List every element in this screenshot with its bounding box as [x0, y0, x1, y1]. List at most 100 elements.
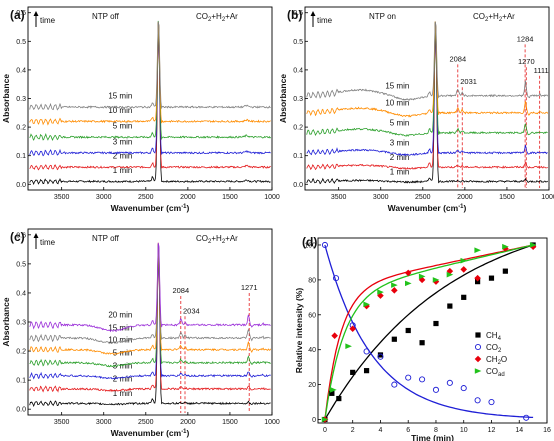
data-point-triangle — [418, 273, 426, 280]
data-point-square — [405, 327, 411, 334]
data-point-triangle — [321, 416, 329, 423]
spectrum-trace — [29, 22, 271, 157]
panel-label: (b) — [287, 8, 302, 22]
panel-c: 3500 3000 2500 2000 1500 1000 0.0 0.1 0.2 0.3 0.4 0… — [1, 228, 280, 438]
y-tick-label: 0.4 — [293, 67, 303, 74]
x-tick-label: 3500 — [54, 419, 70, 426]
spectrum-trace — [29, 243, 271, 368]
x-tick-label: 2000 — [457, 194, 473, 201]
y-tick-label: 20 — [308, 382, 316, 389]
spectrum-trace — [29, 242, 271, 333]
data-point-square — [488, 275, 495, 281]
data-point-square — [363, 368, 370, 374]
data-point-square — [475, 279, 481, 285]
peak-label: 2084 — [172, 286, 189, 295]
spectrum-trace — [29, 243, 271, 393]
time-arrow-label: time — [40, 238, 56, 247]
data-point-square — [391, 336, 397, 342]
plot-frame — [27, 228, 273, 416]
data-point-square — [350, 369, 356, 375]
y-axis-label: Relative intensity (%) — [294, 288, 304, 374]
time-arrow-label: time — [40, 16, 56, 25]
peak-label: 1271 — [241, 283, 258, 292]
x-tick-label: 2000 — [180, 419, 196, 426]
data-point-triangle — [377, 289, 384, 295]
data-point-circle — [391, 381, 398, 388]
data-point-square — [377, 352, 384, 358]
y-tick-label: 0.6 — [293, 10, 303, 17]
data-point-circle — [460, 385, 467, 392]
data-point-diamond — [502, 245, 509, 252]
spectrum-trace — [306, 21, 549, 101]
x-tick-label: 1000 — [541, 194, 554, 201]
y-tick-label: 0.1 — [16, 378, 26, 385]
trace-label: 1 min — [113, 166, 133, 175]
peak-label: 1270 — [518, 57, 535, 66]
spectrum-trace — [29, 23, 271, 171]
x-tick-label: 0 — [323, 427, 327, 434]
legend-label: CH2O — [486, 355, 507, 366]
trace-label: 5 min — [390, 119, 410, 128]
data-point-triangle — [345, 343, 352, 350]
y-tick-label: 0.0 — [16, 407, 26, 414]
panel-a: 3500 3000 2500 2000 1500 1000 0.0 0.1 0.2 0.3 0.4 0… — [1, 6, 280, 213]
y-tick-label: 0.4 — [16, 290, 26, 297]
data-point-diamond — [460, 266, 468, 273]
y-tick-label: 40 — [308, 347, 316, 354]
data-point-diamond — [446, 267, 454, 275]
y-tick-label: 0.1 — [16, 153, 26, 160]
trace-label: 3 min — [113, 137, 133, 146]
data-point-triangle — [391, 282, 398, 288]
x-tick-label: 2500 — [138, 194, 154, 201]
data-point-diamond — [391, 287, 398, 294]
y-axis-label: Absorbance — [1, 297, 11, 346]
fit-curve — [324, 244, 534, 420]
y-tick-label: 0.4 — [16, 67, 26, 74]
spectrum-trace — [306, 22, 548, 171]
x-tick-label: 12 — [488, 427, 496, 434]
x-axis-label: Wavenumber (cm-1) — [111, 203, 190, 213]
data-point-diamond — [474, 355, 482, 363]
y-tick-label: 0 — [312, 417, 316, 424]
gas-label: CO2+H2+Ar — [473, 12, 515, 23]
condition-label: NTP off — [92, 12, 120, 21]
time-arrow-label: time — [317, 16, 333, 25]
spectrum-trace — [29, 244, 271, 407]
data-point-triangle — [460, 257, 468, 264]
x-tick-label: 14 — [515, 427, 523, 434]
data-point-square — [419, 340, 425, 346]
trace-label: 15 min — [385, 81, 409, 90]
plot-frame — [304, 6, 550, 191]
y-axis-label: Absorbance — [278, 74, 288, 123]
plot-frame — [27, 6, 273, 191]
y-tick-label: 0.6 — [16, 232, 26, 239]
data-point-diamond — [529, 243, 537, 251]
x-tick-label: 1500 — [222, 194, 238, 201]
y-tick-label: 0.0 — [16, 182, 26, 189]
spectrum-trace — [29, 20, 271, 142]
spectrum-trace — [306, 23, 548, 185]
panel-label: (d) — [302, 235, 317, 249]
trace-label: 10 min — [108, 335, 132, 344]
spectrum-trace — [306, 21, 548, 137]
time-arrow-head — [33, 11, 39, 16]
condition-label: NTP off — [92, 234, 120, 243]
spectrum-trace — [306, 21, 549, 118]
trace-label: 2 min — [113, 152, 133, 161]
peak-label: 1284 — [517, 34, 534, 43]
x-tick-label: 8 — [434, 427, 438, 434]
x-tick-label: 3000 — [96, 194, 112, 201]
gas-label: CO2+H2+Ar — [196, 12, 238, 23]
trace-label: 5 min — [113, 122, 133, 131]
x-axis-label: Wavenumber (cm-1) — [111, 428, 190, 438]
data-point-triangle — [405, 280, 412, 287]
data-point-diamond — [377, 292, 384, 299]
x-tick-label: 16 — [543, 427, 551, 434]
data-point-circle — [523, 414, 530, 421]
x-tick-label: 1000 — [264, 194, 280, 201]
x-tick-label: 3500 — [331, 194, 347, 201]
spectrum-trace — [29, 244, 271, 380]
data-point-circle — [363, 348, 370, 355]
